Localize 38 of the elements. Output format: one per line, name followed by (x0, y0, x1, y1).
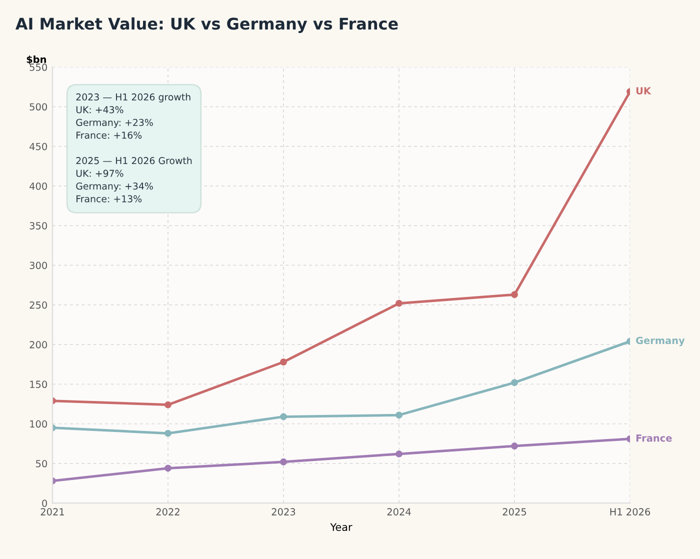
series-label: UK (636, 87, 652, 94)
point (164, 464, 172, 472)
y-tick-label: 500 (30, 103, 47, 111)
series-label: Germany (636, 336, 685, 346)
x-axis-title: Year (330, 523, 352, 531)
point (511, 291, 518, 298)
y-tick-label: 550 (30, 64, 47, 71)
chart-title: AI Market Value: UK vs Germany vs France (15, 17, 398, 33)
y-tick-label: 250 (30, 301, 47, 309)
y-tick-label: 200 (30, 341, 47, 348)
y-tick-label: 0 (42, 500, 47, 507)
x-tick-label: 2024 (387, 508, 411, 516)
point (280, 413, 287, 420)
x-tick-label: 2022 (156, 508, 180, 516)
annotation: 2023 — H1 2026 growth UK: +43% Germany: +23% France: +16% (76, 93, 190, 139)
x-tick-label: 2021 (40, 508, 64, 516)
point (396, 450, 402, 458)
point (396, 412, 402, 419)
y-tick-label: 50 (36, 460, 47, 468)
y-tick-label: 150 (30, 380, 47, 388)
point (164, 401, 172, 408)
point (396, 300, 402, 307)
point (511, 379, 518, 386)
annotation: 2025 — H1 2026 Growth UK: +97% Germany: +34% France: +13% (76, 156, 192, 202)
x-tick-label: 2023 (272, 508, 296, 516)
point (280, 458, 287, 466)
y-tick-label: 400 (30, 182, 47, 190)
y-axis-title: $bn (26, 55, 46, 64)
point (511, 442, 518, 450)
x-tick-label: H1 2026 (610, 508, 650, 516)
point (164, 430, 172, 437)
y-tick-label: 350 (30, 222, 47, 230)
y-tick-label: 300 (30, 262, 47, 270)
y-tick-label: 100 (30, 420, 47, 428)
x-tick-label: 2025 (502, 508, 526, 516)
y-tick-label: 450 (30, 142, 47, 150)
series-label: France (636, 434, 672, 442)
point (280, 358, 287, 366)
